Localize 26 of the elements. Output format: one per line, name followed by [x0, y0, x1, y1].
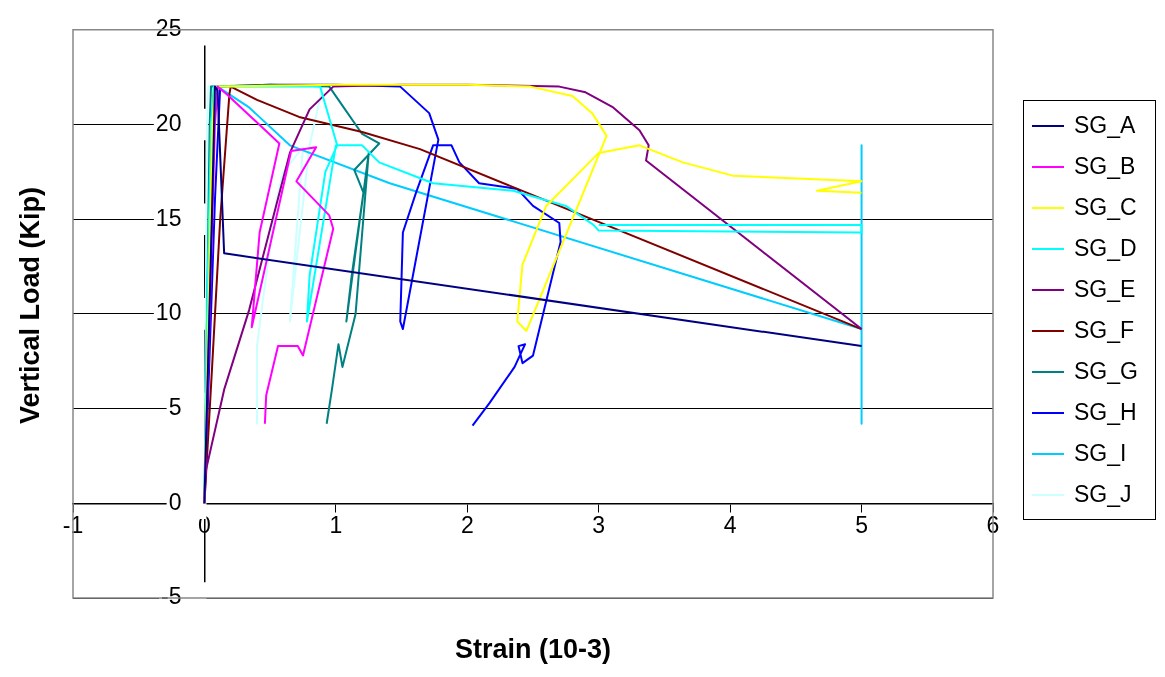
legend-label: SG_F [1074, 317, 1135, 344]
legend-label: SG_C [1074, 194, 1137, 221]
x-axis-title: Strain (10-3) [453, 634, 612, 665]
x-tick-label: 6 [986, 512, 1000, 539]
y-tick-label: -5 [160, 583, 205, 610]
y-tick-label: 10 [155, 299, 205, 326]
x-tick-label: 1 [329, 512, 343, 539]
legend-label: SG_G [1074, 358, 1138, 385]
legend-label: SG_H [1074, 399, 1137, 426]
x-tick-label: -1 [62, 512, 84, 539]
x-tick-label: 4 [723, 512, 737, 539]
x-tick-label: 5 [855, 512, 868, 539]
y-tick-label: 15 [155, 204, 205, 231]
legend-label: SG_D [1074, 235, 1137, 262]
y-tick-label: 5 [168, 393, 205, 420]
y-tick-label: 25 [155, 15, 205, 42]
y-tick-label: 0 [168, 488, 182, 515]
legend-label: SG_A [1074, 112, 1136, 139]
legend-label: SG_B [1074, 153, 1136, 180]
legend-label: SG_I [1074, 440, 1127, 467]
x-tick-label: 3 [592, 512, 606, 539]
legend-label: SG_J [1074, 481, 1132, 508]
y-tick-label: 20 [155, 109, 205, 136]
y-axis-title: Vertical Load (Kip) [14, 186, 46, 427]
legend-label: SG_E [1074, 276, 1136, 303]
x-tick-label: 2 [460, 512, 474, 539]
